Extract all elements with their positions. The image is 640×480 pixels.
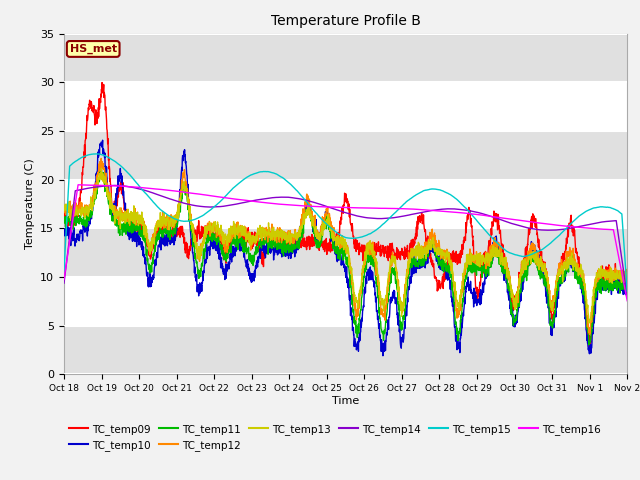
- TC_temp10: [99, 137, 106, 143]
- TC_temp10: [60, 228, 68, 234]
- TC_temp09: [607, 274, 615, 280]
- TC_temp15: [607, 205, 614, 211]
- TC_temp16: [319, 204, 327, 210]
- TC_temp10: [89, 206, 97, 212]
- TC_temp09: [504, 268, 511, 274]
- TC_temp14: [607, 218, 615, 224]
- Line: TC_temp10: TC_temp10: [64, 140, 627, 356]
- Bar: [64, 326, 627, 374]
- TC_temp12: [607, 271, 615, 276]
- TC_temp13: [98, 165, 106, 171]
- TC_temp15: [607, 205, 615, 211]
- TC_temp13: [319, 219, 327, 225]
- TC_temp10: [319, 226, 327, 231]
- TC_temp15: [319, 218, 327, 224]
- Line: TC_temp14: TC_temp14: [64, 185, 627, 296]
- TC_temp09: [60, 214, 68, 219]
- Title: Temperature Profile B: Temperature Profile B: [271, 14, 420, 28]
- TC_temp14: [504, 219, 511, 225]
- Line: TC_temp16: TC_temp16: [64, 185, 627, 301]
- TC_temp15: [60, 269, 68, 275]
- TC_temp14: [334, 207, 342, 213]
- TC_temp12: [504, 272, 511, 277]
- TC_temp10: [504, 291, 512, 297]
- TC_temp10: [607, 285, 615, 290]
- TC_temp09: [319, 239, 327, 244]
- TC_temp09: [89, 106, 97, 112]
- Line: TC_temp11: TC_temp11: [64, 170, 627, 345]
- TC_temp14: [89, 185, 97, 191]
- Bar: [64, 228, 627, 277]
- TC_temp16: [607, 227, 614, 232]
- TC_temp10: [607, 291, 615, 297]
- TC_temp12: [607, 277, 615, 283]
- Legend: TC_temp09, TC_temp10, TC_temp11, TC_temp12, TC_temp13, TC_temp14, TC_temp15, TC_: TC_temp09, TC_temp10, TC_temp11, TC_temp…: [69, 424, 601, 451]
- TC_temp16: [607, 227, 615, 232]
- TC_temp11: [623, 288, 631, 294]
- TC_temp15: [623, 288, 631, 294]
- TC_temp16: [504, 216, 511, 222]
- TC_temp11: [60, 219, 68, 225]
- TC_temp11: [319, 223, 327, 228]
- TC_temp13: [623, 272, 631, 278]
- TC_temp12: [334, 235, 342, 240]
- Line: TC_temp15: TC_temp15: [64, 154, 627, 291]
- TC_temp11: [89, 200, 97, 206]
- Y-axis label: Temperature (C): Temperature (C): [24, 158, 35, 250]
- TC_temp12: [319, 218, 327, 224]
- TC_temp11: [97, 167, 104, 173]
- TC_temp14: [319, 203, 327, 208]
- TC_temp11: [585, 342, 593, 348]
- TC_temp16: [60, 276, 68, 282]
- TC_temp11: [607, 282, 615, 288]
- TC_temp09: [623, 277, 631, 283]
- TC_temp13: [607, 266, 615, 272]
- Line: TC_temp12: TC_temp12: [64, 158, 627, 334]
- TC_temp16: [89, 182, 97, 188]
- TC_temp12: [623, 267, 631, 273]
- TC_temp13: [334, 234, 342, 240]
- Line: TC_temp09: TC_temp09: [64, 83, 627, 348]
- Bar: [64, 131, 627, 180]
- TC_temp12: [586, 331, 593, 337]
- TC_temp16: [623, 298, 631, 304]
- TC_temp14: [623, 293, 631, 299]
- TC_temp12: [60, 210, 68, 216]
- TC_temp16: [74, 182, 82, 188]
- TC_temp11: [334, 256, 342, 262]
- TC_temp14: [607, 218, 614, 224]
- TC_temp09: [334, 234, 342, 240]
- TC_temp15: [334, 231, 342, 237]
- Text: HS_met: HS_met: [70, 44, 116, 54]
- TC_temp14: [111, 182, 119, 188]
- TC_temp13: [585, 320, 593, 326]
- TC_temp10: [623, 283, 631, 288]
- TC_temp11: [607, 287, 615, 293]
- TC_temp15: [89, 151, 97, 157]
- TC_temp15: [92, 151, 99, 156]
- TC_temp15: [504, 249, 511, 255]
- TC_temp13: [89, 200, 97, 205]
- TC_temp12: [97, 156, 105, 161]
- TC_temp13: [504, 270, 511, 276]
- TC_temp14: [60, 280, 68, 286]
- TC_temp10: [334, 245, 342, 251]
- TC_temp11: [504, 285, 511, 291]
- TC_temp09: [98, 80, 106, 85]
- TC_temp12: [89, 199, 97, 205]
- TC_temp16: [334, 204, 342, 210]
- TC_temp09: [607, 271, 615, 277]
- X-axis label: Time: Time: [332, 396, 359, 406]
- TC_temp10: [379, 353, 387, 359]
- TC_temp09: [586, 345, 593, 350]
- TC_temp13: [60, 206, 68, 212]
- Bar: [64, 34, 627, 82]
- TC_temp13: [607, 265, 615, 271]
- Line: TC_temp13: TC_temp13: [64, 168, 627, 323]
